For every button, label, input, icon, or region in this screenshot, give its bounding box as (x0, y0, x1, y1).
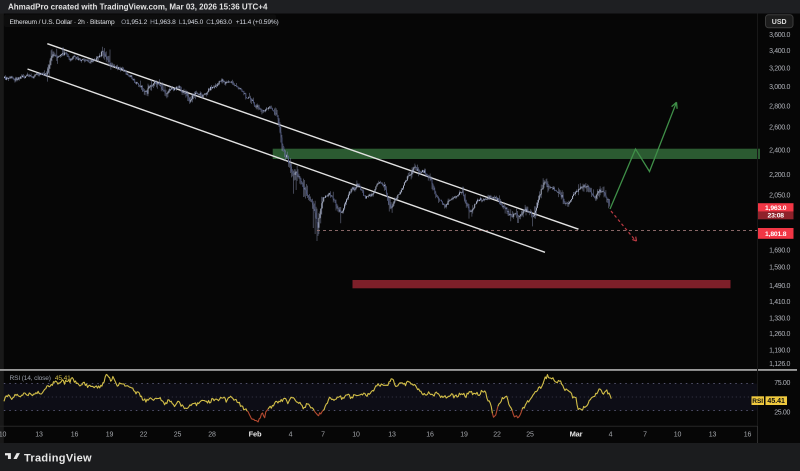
svg-text:23:08: 23:08 (768, 213, 785, 220)
svg-text:1,260.0: 1,260.0 (769, 331, 790, 338)
svg-text:25.00: 25.00 (774, 409, 790, 416)
svg-text:22: 22 (493, 431, 501, 438)
svg-text:1,410.0: 1,410.0 (769, 299, 790, 306)
svg-text:25: 25 (526, 431, 534, 438)
svg-text:Ethereum / U.S. Dollar · 2h ·: Ethereum / U.S. Dollar · 2h · Bitstamp O… (10, 19, 279, 26)
svg-text:1,330.0: 1,330.0 (769, 316, 790, 323)
svg-text:25: 25 (174, 431, 182, 438)
svg-text:16: 16 (71, 431, 79, 438)
svg-text:3,200.0: 3,200.0 (769, 65, 790, 72)
svg-text:2,600.0: 2,600.0 (769, 125, 790, 132)
svg-text:Feb: Feb (249, 429, 262, 438)
svg-text:19: 19 (106, 431, 114, 438)
svg-text:1,490.0: 1,490.0 (769, 283, 790, 290)
svg-text:TradingView: TradingView (24, 453, 92, 465)
svg-text:13: 13 (35, 431, 43, 438)
svg-text:19: 19 (460, 431, 468, 438)
svg-text:45.41: 45.41 (767, 398, 785, 405)
svg-text:2,200.0: 2,200.0 (769, 172, 790, 179)
svg-text:75.00: 75.00 (774, 380, 790, 387)
svg-text:RSI (14, close)45.41: RSI (14, close) 45.41 (10, 375, 72, 382)
svg-text:1,190.0: 1,190.0 (769, 347, 790, 354)
svg-text:10: 10 (0, 431, 6, 438)
svg-text:13: 13 (388, 431, 396, 438)
svg-text:2,800.0: 2,800.0 (769, 103, 790, 110)
svg-text:3,600.0: 3,600.0 (769, 32, 790, 39)
svg-text:16: 16 (744, 431, 752, 438)
svg-text:1,801.8: 1,801.8 (765, 231, 787, 238)
svg-text:22: 22 (140, 431, 148, 438)
svg-text:3,000.0: 3,000.0 (769, 84, 790, 91)
svg-text:1,126.0: 1,126.0 (769, 361, 790, 368)
svg-text:1,590.0: 1,590.0 (769, 265, 790, 272)
svg-text:RSI: RSI (752, 398, 763, 405)
svg-text:13: 13 (709, 431, 717, 438)
svg-text:16: 16 (426, 431, 434, 438)
svg-text:28: 28 (208, 431, 216, 438)
svg-text:Mar: Mar (570, 429, 583, 438)
svg-text:7: 7 (643, 431, 647, 438)
svg-text:2,050.0: 2,050.0 (769, 192, 790, 199)
svg-text:10: 10 (352, 431, 360, 438)
svg-text:1,963.0: 1,963.0 (765, 205, 787, 212)
svg-text:AhmadPro created with TradingV: AhmadPro created with TradingView.com, M… (8, 3, 268, 12)
svg-text:7: 7 (321, 431, 325, 438)
svg-text:10: 10 (674, 431, 682, 438)
svg-text:4: 4 (289, 431, 293, 438)
svg-text:2,400.0: 2,400.0 (769, 147, 790, 154)
svg-text:USD: USD (772, 19, 787, 26)
svg-text:1,690.0: 1,690.0 (769, 247, 790, 254)
svg-text:4: 4 (609, 431, 613, 438)
svg-text:3,400.0: 3,400.0 (769, 48, 790, 55)
